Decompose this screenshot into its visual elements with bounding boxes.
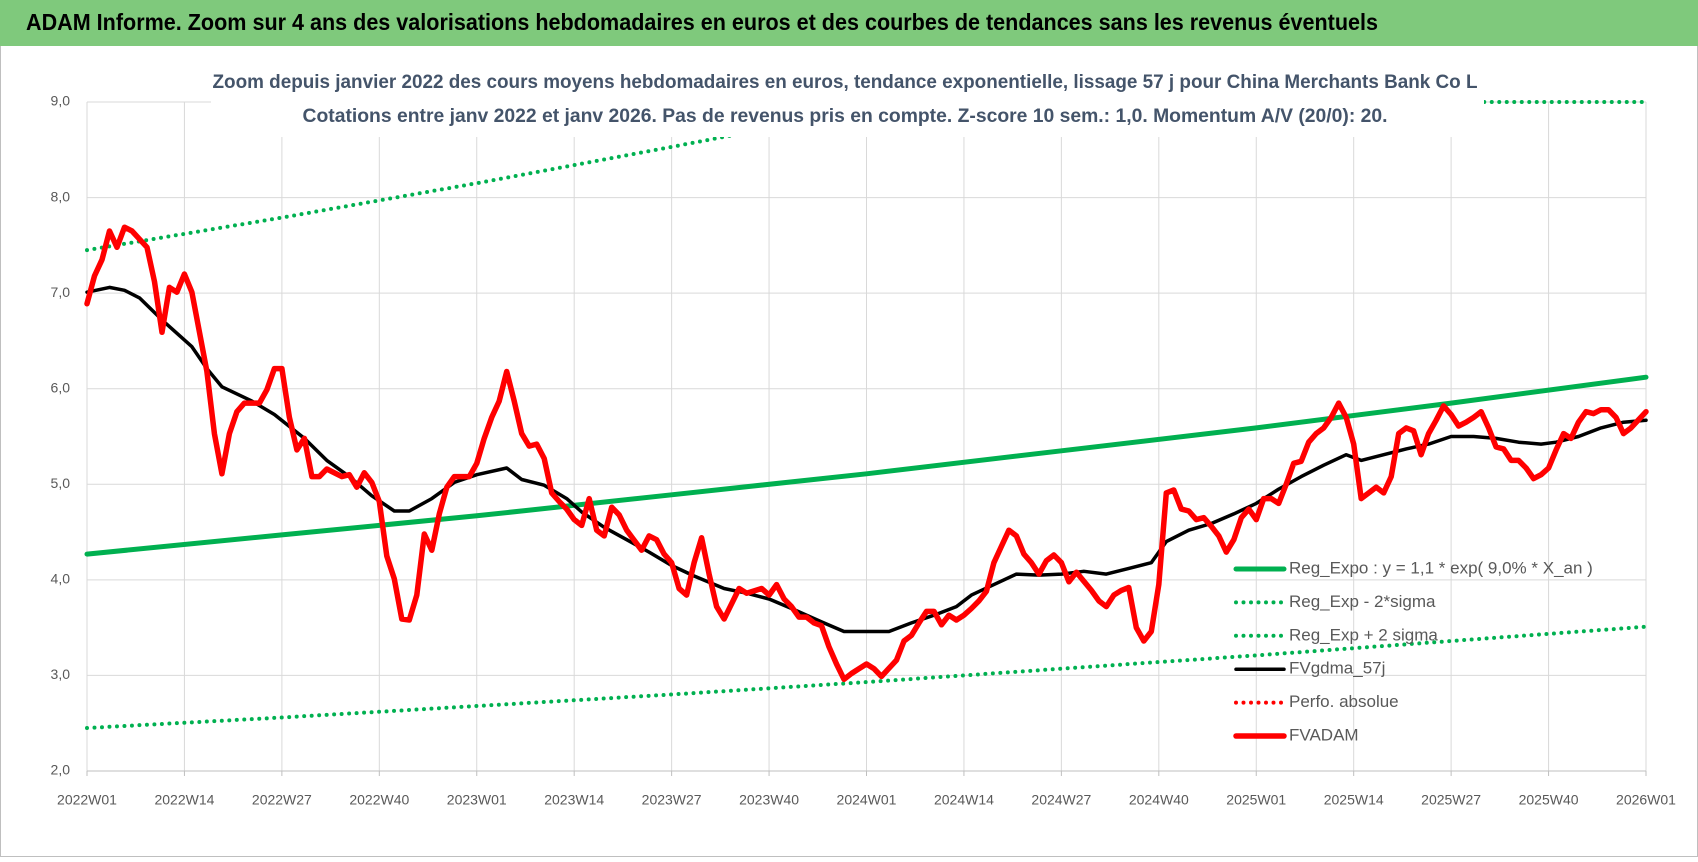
x-tick-label: 2022W14 <box>154 792 214 808</box>
header-bar <box>0 0 1698 46</box>
legend-label: Reg_Exp - 2*sigma <box>1289 592 1436 611</box>
chart-subtitle: Cotations entre janv 2022 et janv 2026. … <box>303 106 1388 127</box>
series-line <box>84 374 1649 557</box>
title-box <box>211 63 1484 137</box>
legend-label: Perfo. absolue <box>1289 692 1399 711</box>
legend: Reg_Expo : y = 1,1 * exp( 9,0% * X_an ) R… <box>1233 558 1593 744</box>
series-line <box>84 224 1649 683</box>
x-tick-label: 2024W27 <box>1031 792 1091 808</box>
x-tick-label: 2022W40 <box>349 792 409 808</box>
legend-label: Reg_Expo : y = 1,1 * exp( 9,0% * X_an ) <box>1289 558 1593 577</box>
y-tick-label: 4,0 <box>51 571 71 587</box>
chart-title: Zoom depuis janvier 2022 des cours moyen… <box>213 72 1478 93</box>
x-tick-label: 2023W27 <box>642 792 702 808</box>
plot-area: 2,0 3,0 4,0 5,0 6,0 7,0 8,0 9,0 2022W01 2022W14 20… <box>51 93 1677 808</box>
legend-label: FVgdma_57j <box>1289 659 1385 678</box>
y-tick-label: 8,0 <box>51 188 71 204</box>
header-title: ADAM Informe. Zoom sur 4 ans des valoris… <box>26 9 1378 35</box>
legend-label: FVADAM <box>1289 725 1359 744</box>
x-tick-label: 2023W01 <box>447 792 507 808</box>
x-tick-label: 2024W14 <box>934 792 994 808</box>
y-tick-label: 2,0 <box>51 762 71 778</box>
y-tick-label: 3,0 <box>51 666 71 682</box>
x-tick-label: 2024W40 <box>1129 792 1189 808</box>
x-tick-label: 2025W01 <box>1226 792 1286 808</box>
x-tick-label: 2023W14 <box>544 792 604 808</box>
y-tick-label: 7,0 <box>51 284 71 300</box>
x-tick-label: 2022W27 <box>252 792 312 808</box>
legend-label: Reg_Exp + 2 sigma <box>1289 625 1438 644</box>
x-tick-label: 2026W01 <box>1616 792 1676 808</box>
x-tick-label: 2023W40 <box>739 792 799 808</box>
x-tick-label: 2025W14 <box>1324 792 1384 808</box>
y-tick-label: 6,0 <box>51 379 71 395</box>
x-tick-label: 2022W01 <box>57 792 117 808</box>
x-tick-label: 2025W40 <box>1519 792 1579 808</box>
x-tick-label: 2024W01 <box>837 792 897 808</box>
x-tick-label: 2025W27 <box>1421 792 1481 808</box>
series-line <box>85 624 1648 730</box>
y-tick-label: 9,0 <box>51 93 71 109</box>
y-tick-label: 5,0 <box>51 475 71 491</box>
